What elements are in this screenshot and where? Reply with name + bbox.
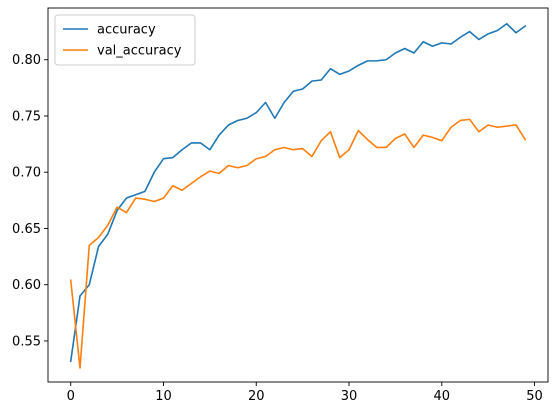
y-tick-label: 0.55 [12, 334, 41, 349]
legend-label-val-accuracy: val_accuracy [97, 44, 182, 59]
y-tick-label: 0.80 [12, 53, 41, 68]
y-tick-label: 0.70 [12, 166, 41, 181]
legend: accuracy val_accuracy [54, 14, 196, 66]
y-tick-label: 0.65 [12, 222, 41, 237]
x-tick-label: 40 [434, 389, 451, 404]
x-tick-label: 50 [526, 389, 543, 404]
axes-frame [47, 7, 549, 383]
y-tick-label: 0.75 [12, 109, 41, 124]
series-line-accuracy [69, 22, 527, 363]
x-tick-label: 30 [341, 389, 358, 404]
plot-area: 0 10 20 30 40 50 0.55 0.60 0.65 0.70 0.75 0.80 [12, 7, 549, 404]
x-tick-label: 10 [155, 389, 172, 404]
series-line-val-accuracy [69, 118, 527, 369]
y-tick-label: 0.60 [12, 278, 41, 293]
x-tick-label: 0 [67, 389, 75, 404]
x-tick-label: 20 [248, 389, 265, 404]
legend-box [54, 14, 196, 66]
legend-label-accuracy: accuracy [97, 23, 156, 38]
